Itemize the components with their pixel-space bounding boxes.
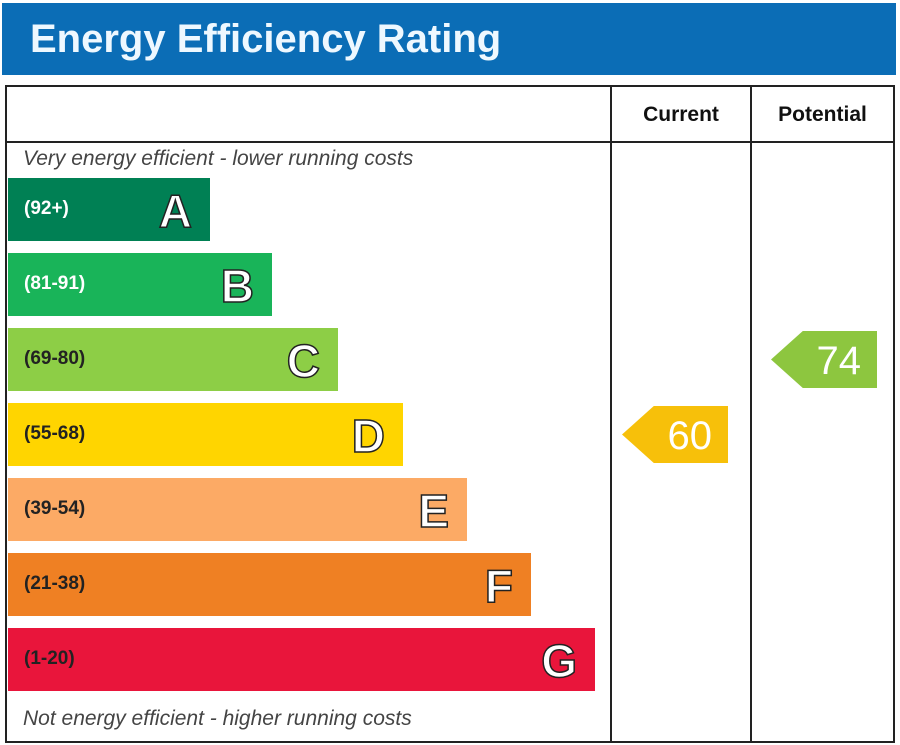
column-divider xyxy=(610,87,612,741)
band-range: (92+) xyxy=(24,198,69,219)
band-a: (92+) A xyxy=(8,178,210,241)
band-g: (1-20) G xyxy=(8,628,595,691)
current-rating-arrow-value: 60 xyxy=(667,414,713,458)
band-f: (21-38) F xyxy=(8,553,531,616)
band-b: (81-91) B xyxy=(8,253,272,316)
top-note: Very energy efficient - lower running co… xyxy=(23,147,414,170)
band-range: (69-80) xyxy=(24,348,86,369)
chart-title: Energy Efficiency Rating xyxy=(30,17,502,61)
column-divider xyxy=(750,87,752,741)
band-range: (1-20) xyxy=(24,648,75,669)
title-bar: Energy Efficiency Rating xyxy=(2,3,896,75)
band-range: (81-91) xyxy=(24,273,86,294)
band-letter: G xyxy=(540,634,577,688)
band-letter: D xyxy=(351,409,386,463)
potential-rating-arrow-value: 74 xyxy=(816,339,862,383)
current-header: Current xyxy=(643,103,719,126)
band-range: (21-38) xyxy=(24,573,86,594)
band-d: (55-68) D xyxy=(8,403,403,466)
band-letter: F xyxy=(484,559,514,613)
rating-table: Current Potential Very energy efficient … xyxy=(5,85,895,743)
band-c: (69-80) C xyxy=(8,328,338,391)
potential-header: Potential xyxy=(778,103,867,126)
band-letter: C xyxy=(286,334,321,388)
band-letter: A xyxy=(158,184,193,238)
bottom-note: Not energy efficient - higher running co… xyxy=(23,707,412,730)
band-letter: E xyxy=(418,484,450,538)
band-e: (39-54) E xyxy=(8,478,467,541)
band-range: (39-54) xyxy=(24,498,86,519)
band-letter: B xyxy=(220,259,255,313)
band-range: (55-68) xyxy=(24,423,86,444)
header-divider xyxy=(7,141,893,143)
